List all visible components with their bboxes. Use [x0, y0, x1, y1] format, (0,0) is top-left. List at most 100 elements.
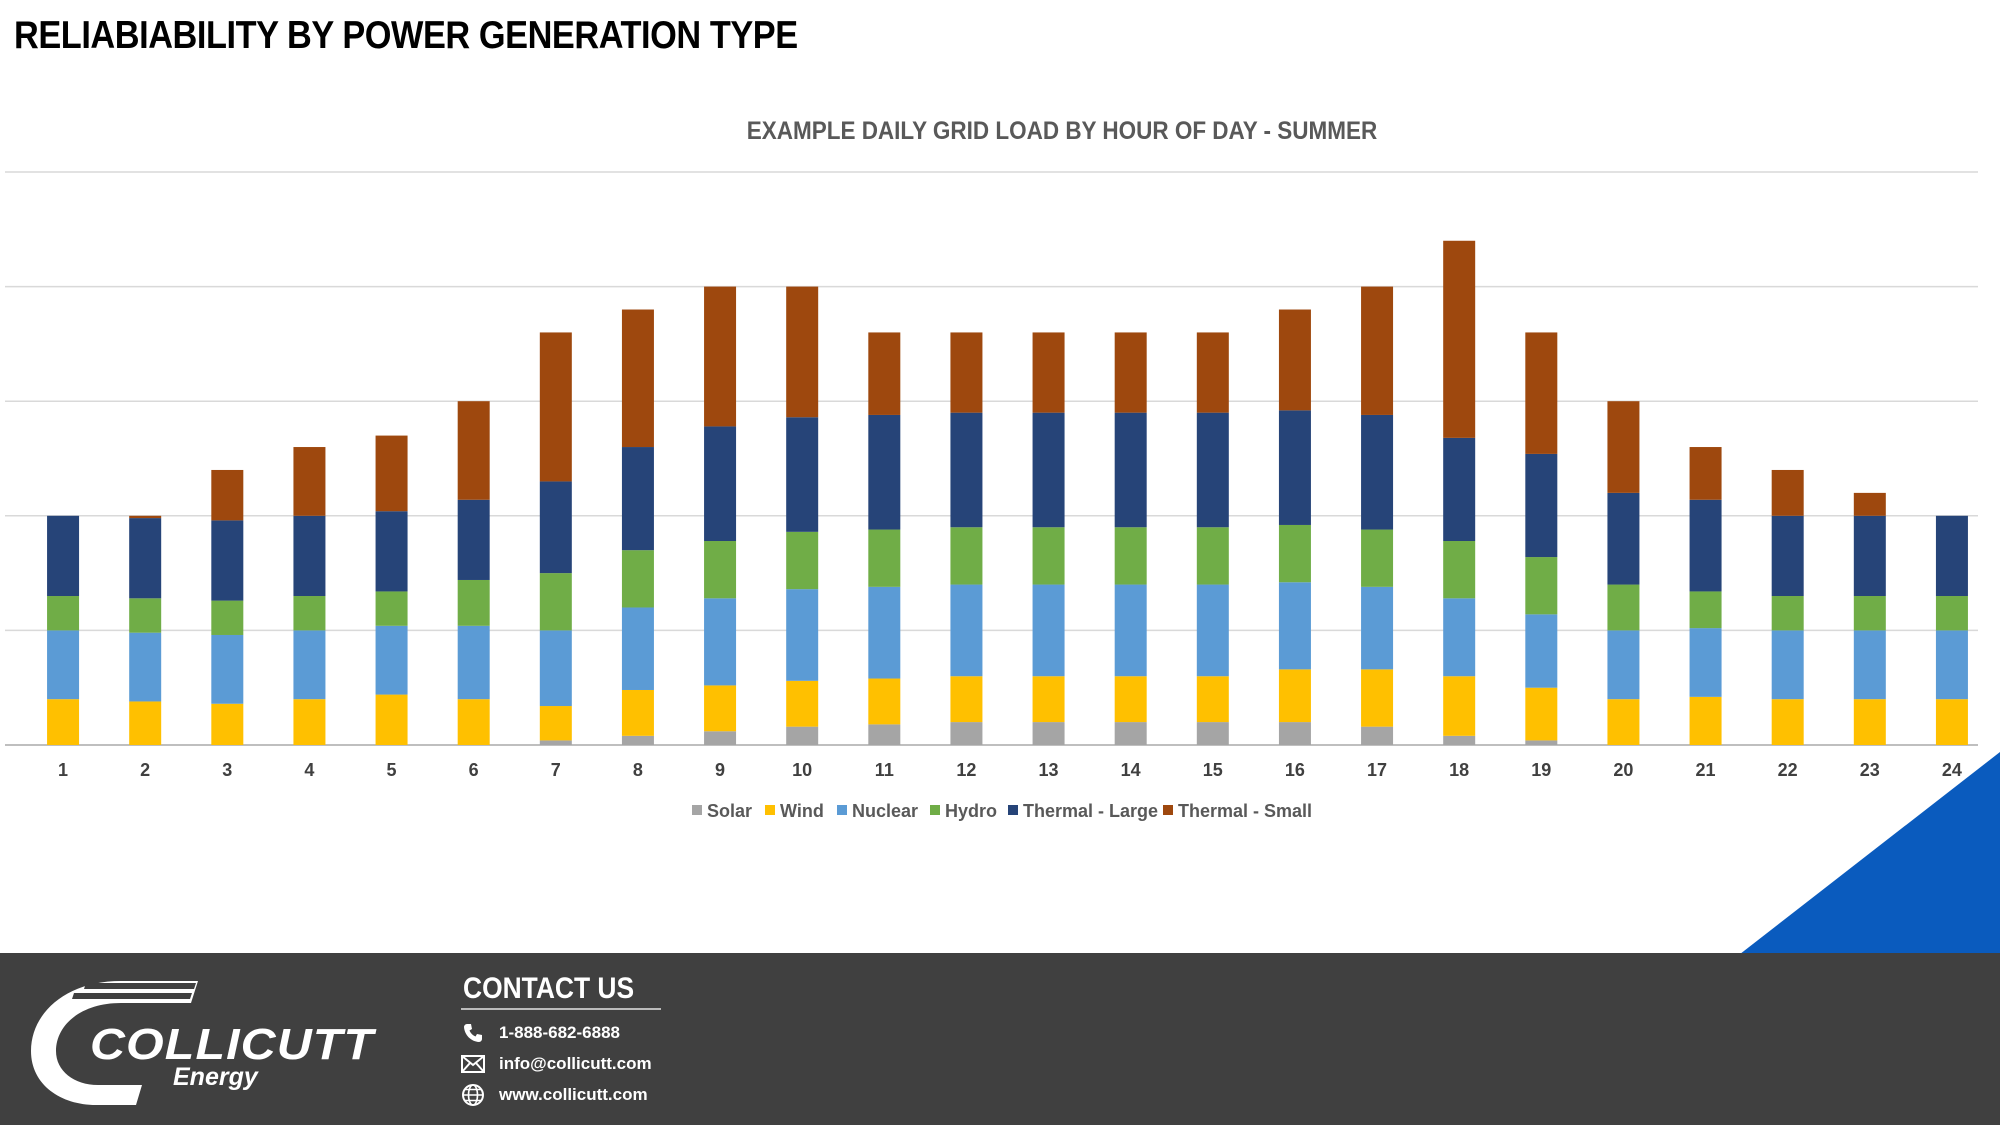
bar-thermal-small-14 — [1114, 332, 1147, 413]
bar-nuclear-22 — [1771, 630, 1804, 700]
bar-solar-7 — [539, 740, 572, 745]
bar-solar-17 — [1361, 726, 1394, 745]
bar-wind-22 — [1771, 699, 1804, 745]
bar-thermal-large-2 — [129, 518, 162, 599]
bar-thermal-small-6 — [457, 401, 490, 500]
bar-thermal-small-16 — [1278, 309, 1311, 411]
footer-bar — [0, 953, 2000, 1125]
x-tick-label: 4 — [304, 760, 314, 780]
x-tick-label: 11 — [875, 760, 894, 780]
bar-hydro-17 — [1361, 529, 1394, 587]
bar-thermal-large-5 — [375, 511, 408, 592]
bar-hydro-6 — [457, 579, 490, 626]
bar-nuclear-19 — [1525, 614, 1558, 688]
x-tick-label: 19 — [1531, 760, 1551, 780]
bar-wind-24 — [1935, 699, 1968, 745]
bar-hydro-23 — [1853, 596, 1886, 631]
bar-nuclear-8 — [621, 607, 654, 690]
bar-wind-10 — [786, 680, 819, 727]
bar-thermal-small-12 — [950, 332, 983, 413]
legend-swatch — [837, 805, 847, 815]
bar-thermal-small-13 — [1032, 332, 1065, 413]
bar-wind-13 — [1032, 676, 1065, 723]
x-tick-label: 13 — [1039, 760, 1059, 780]
bar-nuclear-24 — [1935, 630, 1968, 700]
bar-thermal-small-9 — [704, 286, 737, 427]
logo-sub: Energy — [173, 1063, 258, 1091]
bar-thermal-small-10 — [786, 286, 819, 418]
bar-thermal-large-22 — [1771, 515, 1804, 597]
bar-nuclear-14 — [1114, 584, 1147, 677]
bar-thermal-small-18 — [1443, 240, 1476, 438]
legend-label: Wind — [780, 801, 824, 821]
bar-hydro-1 — [47, 596, 80, 631]
x-tick-label: 20 — [1613, 760, 1633, 780]
bar-thermal-small-17 — [1361, 286, 1394, 415]
x-tick-label: 8 — [633, 760, 643, 780]
bar-nuclear-11 — [868, 586, 901, 679]
bar-solar-16 — [1278, 722, 1311, 745]
bar-thermal-large-7 — [539, 481, 572, 574]
bar-thermal-large-11 — [868, 414, 901, 530]
x-tick-label: 5 — [387, 760, 397, 780]
stacked-bar-chart: EXAMPLE DAILY GRID LOAD BY HOUR OF DAY -… — [5, 117, 1978, 821]
bar-nuclear-23 — [1853, 630, 1886, 700]
collicutt-logo-icon — [31, 981, 198, 1105]
legend-label: Nuclear — [852, 801, 918, 821]
bar-thermal-large-23 — [1853, 515, 1886, 597]
bar-thermal-small-15 — [1196, 332, 1229, 413]
x-tick-label: 24 — [1942, 760, 1962, 780]
bar-wind-3 — [211, 703, 244, 745]
bar-thermal-small-22 — [1771, 469, 1804, 516]
bar-thermal-small-3 — [211, 469, 244, 521]
bar-nuclear-2 — [129, 632, 162, 702]
bar-thermal-small-19 — [1525, 332, 1558, 454]
x-tick-label: 9 — [715, 760, 725, 780]
bar-wind-2 — [129, 701, 162, 745]
logo-name: COLLICUTT — [90, 1020, 375, 1069]
bar-solar-13 — [1032, 722, 1065, 745]
bar-hydro-8 — [621, 550, 654, 608]
x-tick-label: 23 — [1860, 760, 1880, 780]
bar-nuclear-17 — [1361, 586, 1394, 670]
bar-hydro-12 — [950, 527, 983, 585]
bar-thermal-large-18 — [1443, 437, 1476, 542]
bar-solar-15 — [1196, 722, 1229, 745]
x-tick-label: 7 — [551, 760, 561, 780]
x-tick-label: 3 — [222, 760, 232, 780]
bar-thermal-large-13 — [1032, 412, 1065, 528]
legend-swatch — [692, 805, 702, 815]
bar-hydro-13 — [1032, 527, 1065, 585]
bar-nuclear-13 — [1032, 584, 1065, 677]
bar-wind-6 — [457, 699, 490, 745]
bar-hydro-19 — [1525, 557, 1558, 615]
x-tick-label: 17 — [1367, 760, 1387, 780]
bar-nuclear-7 — [539, 630, 572, 707]
bar-nuclear-21 — [1689, 628, 1722, 697]
bar-solar-8 — [621, 735, 654, 745]
bar-wind-15 — [1196, 676, 1229, 723]
legend-swatch — [1163, 805, 1173, 815]
x-tick-label: 18 — [1449, 760, 1469, 780]
legend-swatch — [930, 805, 940, 815]
x-tick-label: 12 — [956, 760, 976, 780]
contact-phone-row[interactable]: 1-888-682-6888 — [461, 1020, 620, 1046]
legend-label: Solar — [707, 801, 752, 821]
bar-wind-20 — [1607, 699, 1640, 745]
contact-email-row[interactable]: info@collicutt.com — [461, 1051, 652, 1077]
bar-wind-21 — [1689, 696, 1722, 745]
bar-solar-18 — [1443, 735, 1476, 745]
x-axis-ticks: 1 2 3 4 5 6 7 8 9 10 11 12 13 14 15 16 17 18 19 20 21 22 23 24 — [58, 760, 1962, 780]
bar-thermal-large-21 — [1689, 499, 1722, 592]
bar-wind-1 — [47, 699, 80, 745]
bar-hydro-18 — [1443, 541, 1476, 599]
bar-wind-4 — [293, 699, 326, 745]
bar-nuclear-6 — [457, 625, 490, 700]
bar-wind-5 — [375, 694, 408, 745]
bar-wind-23 — [1853, 699, 1886, 745]
bar-thermal-large-10 — [786, 417, 819, 532]
bar-wind-19 — [1525, 687, 1558, 741]
bar-thermal-large-24 — [1935, 515, 1968, 597]
bar-hydro-14 — [1114, 527, 1147, 585]
contact-website-row[interactable]: www.collicutt.com — [461, 1082, 648, 1108]
